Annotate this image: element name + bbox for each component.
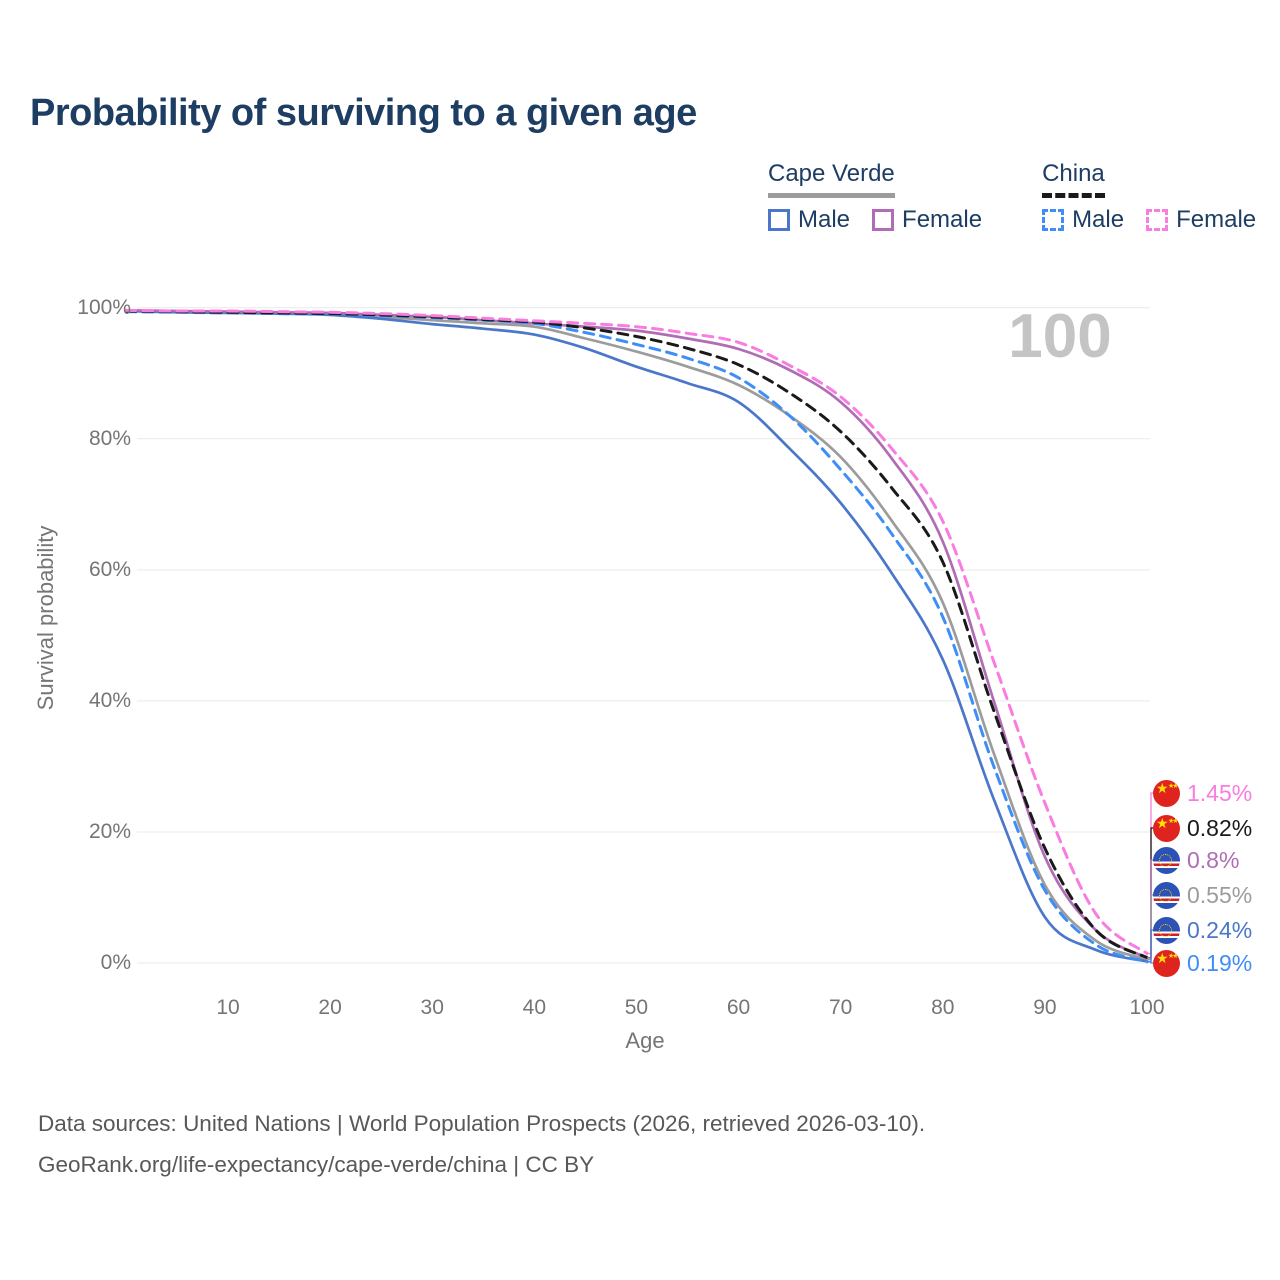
legend-item-china-female[interactable]: Female — [1146, 206, 1256, 234]
end-label-value: 0.82% — [1187, 814, 1253, 841]
legend-group-title: Cape Verde — [768, 160, 895, 198]
legend-item-label: Female — [1176, 206, 1257, 233]
curve-china-female[interactable] — [124, 308, 1149, 955]
x-tick-60: 60 — [726, 996, 751, 1019]
legend: Cape Verde Male Female China Male Female — [768, 160, 1256, 234]
legend-item-label: Male — [1072, 206, 1125, 233]
end-label-row-china-female[interactable]: ★ ★★ 1.45% — [1153, 778, 1252, 808]
legend-swatch-icon — [768, 209, 790, 231]
curve-china-both-sexes[interactable] — [124, 309, 1149, 960]
china-flag-icon: ★ ★★ — [1153, 779, 1180, 807]
curve-cape-verde-female[interactable] — [124, 308, 1149, 960]
x-tick-20: 20 — [318, 996, 342, 1019]
y-tick-20: 20% — [88, 819, 131, 843]
x-tick-30: 30 — [420, 996, 444, 1019]
legend-item-cape-verde-male[interactable]: Male — [768, 206, 850, 234]
x-tick-40: 40 — [522, 996, 546, 1019]
legend-item-cape-verde-female[interactable]: Female — [872, 206, 982, 234]
legend-item-label: Male — [798, 206, 851, 233]
cape-verde-flag-icon — [1153, 846, 1180, 874]
end-label-row-china-both-sexes[interactable]: ★ ★★ 0.82% — [1153, 813, 1252, 843]
data-source-line2: GeoRank.org/life-expectancy/cape-verde/c… — [38, 1152, 595, 1177]
curve-cape-verde-male[interactable] — [124, 309, 1149, 963]
legend-swatch-icon — [1042, 209, 1065, 231]
curve-china-male[interactable] — [124, 310, 1149, 964]
leader-line-china-male — [1147, 961, 1154, 964]
end-label-row-cape-verde-male[interactable]: 0.24% — [1153, 915, 1252, 945]
y-tick-60: 60% — [88, 557, 131, 581]
china-flag-icon: ★ ★★ — [1153, 949, 1180, 977]
legend-item-label: Female — [902, 206, 983, 233]
cape-verde-flag-icon — [1153, 881, 1180, 909]
leader-line-cape-verde-both-sexes — [1147, 894, 1154, 961]
x-tick-80: 80 — [931, 996, 955, 1019]
curve-cape-verde-both-sexes[interactable] — [124, 309, 1149, 961]
y-tick-100: 100% — [77, 295, 131, 319]
y-tick-80: 80% — [88, 426, 131, 450]
end-label-row-cape-verde-both-sexes[interactable]: 0.55% — [1153, 880, 1252, 910]
x-tick-10: 10 — [216, 996, 240, 1019]
chart-title: Probability of surviving to a given age — [30, 92, 697, 134]
legend-group-cape-verde: Cape Verde Male Female — [768, 160, 982, 234]
china-flag-icon: ★ ★★ — [1153, 814, 1180, 842]
end-label-row-china-male[interactable]: ★ ★★ 0.19% — [1153, 948, 1252, 978]
x-tick-70: 70 — [828, 996, 853, 1019]
cape-verde-flag-icon — [1153, 916, 1180, 944]
x-tick-90: 90 — [1033, 996, 1057, 1019]
end-label-value: 0.55% — [1187, 881, 1253, 908]
legend-swatch-icon — [1146, 209, 1169, 231]
end-label-value: 0.24% — [1187, 916, 1253, 943]
end-label-row-cape-verde-female[interactable]: 0.8% — [1153, 845, 1239, 875]
end-label-value: 0.19% — [1187, 949, 1253, 976]
legend-swatch-icon — [872, 209, 895, 231]
age-counter-watermark: 100 — [1008, 302, 1112, 371]
data-source-line1: Data sources: United Nations | World Pop… — [38, 1111, 926, 1136]
x-tick-100: 100 — [1129, 996, 1165, 1019]
end-label-value: 0.8% — [1187, 846, 1240, 873]
y-axis-title: Survival probability — [33, 525, 58, 711]
end-label-value: 1.45% — [1187, 779, 1253, 806]
y-tick-40: 40% — [88, 688, 131, 712]
data-source-note: Data sources: United Nations | World Pop… — [38, 1103, 925, 1185]
legend-item-china-male[interactable]: Male — [1042, 206, 1124, 234]
legend-group-title: China — [1042, 160, 1105, 198]
x-axis-title: Age — [625, 1028, 665, 1053]
legend-group-china: China Male Female — [1042, 160, 1256, 234]
y-tick-0: 0% — [100, 951, 131, 974]
survival-plot — [124, 307, 1154, 964]
x-tick-50: 50 — [624, 996, 649, 1019]
